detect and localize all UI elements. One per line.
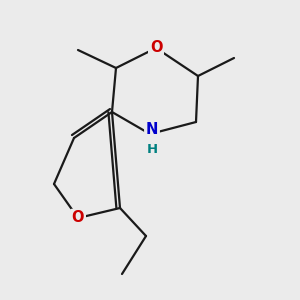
Text: N: N [146,122,158,137]
Text: O: O [150,40,162,56]
Text: O: O [72,211,84,226]
Text: H: H [146,143,158,156]
